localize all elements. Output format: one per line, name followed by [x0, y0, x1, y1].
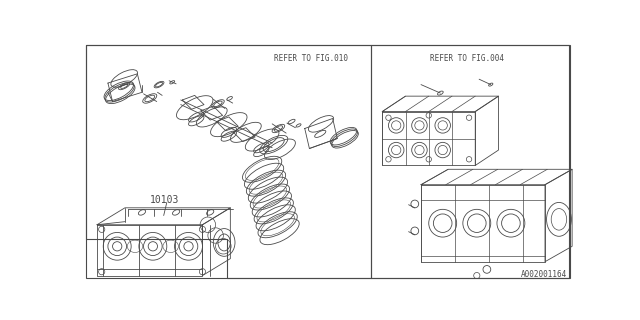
- Bar: [371, 44, 569, 278]
- Text: REFER TO FIG.010: REFER TO FIG.010: [274, 54, 348, 63]
- Text: 10103: 10103: [150, 195, 179, 205]
- Text: REFER TO FIG.004: REFER TO FIG.004: [431, 54, 504, 63]
- Text: A002001164: A002001164: [520, 270, 566, 279]
